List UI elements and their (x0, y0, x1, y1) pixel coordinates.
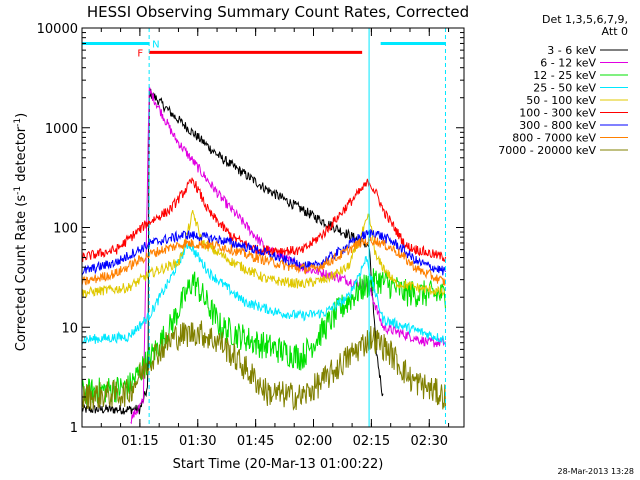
legend-header: Det 1,3,5,6,7,9,Att 0 (542, 13, 628, 38)
legend-label-1: 6 - 12 keV (540, 57, 596, 70)
y-tick-label-1: 10 (61, 321, 78, 336)
legend-label-0: 3 - 6 keV (547, 44, 596, 57)
series-line-5 (82, 177, 446, 263)
y-tick-label-4: 10000 (37, 22, 78, 37)
series-line-7 (82, 236, 446, 286)
date-stamp: 28-Mar-2013 13:28 (558, 467, 635, 476)
series-line-1 (130, 85, 446, 425)
x-tick-label-4: 02:15 (353, 434, 390, 449)
y-axis-label-main: Corrected Count Rate (s (14, 195, 29, 352)
y-tick-label-0: 1 (70, 421, 78, 436)
legend-label-8: 7000 - 20000 keV (498, 144, 596, 157)
series-line-4 (82, 209, 446, 299)
legend-label-4: 50 - 100 keV (526, 94, 596, 107)
night-flag: N (152, 39, 159, 50)
chart-title: HESSI Observing Summary Count Rates, Cor… (87, 3, 469, 21)
series-line-2 (82, 268, 446, 406)
x-tick-label-2: 01:45 (237, 434, 274, 449)
legend-label-2: 12 - 25 keV (533, 69, 596, 82)
series-line-6 (82, 228, 446, 276)
x-tick-label-3: 02:00 (295, 434, 332, 449)
legend-label-5: 100 - 300 keV (519, 107, 596, 120)
legend-label-7: 800 - 7000 keV (512, 132, 596, 145)
y-axis-label-sup2: -1 (13, 118, 23, 127)
series-line-8 (82, 320, 446, 411)
flare-flag: F (137, 48, 143, 59)
y-axis-label-mid: detector (14, 126, 29, 186)
series-line-3 (82, 242, 446, 345)
x-tick-label-0: 01:15 (121, 434, 158, 449)
x-tick-label-1: 01:30 (179, 434, 216, 449)
y-axis-label: Corrected Count Rate (s-1 detector-1) (13, 113, 29, 351)
y-axis-label-sup1: -1 (13, 186, 23, 195)
x-tick-label-5: 02:30 (411, 434, 448, 449)
y-tick-label-2: 100 (53, 222, 78, 237)
legend-header-line-0: Det 1,3,5,6,7,9, (542, 13, 628, 26)
legend-header-line-1: Att 0 (602, 25, 628, 38)
legend-label-3: 25 - 50 keV (533, 82, 596, 95)
legend-label-6: 300 - 800 keV (519, 119, 596, 132)
y-axis-label-end: ) (14, 113, 29, 118)
x-axis-label: Start Time (20-Mar-13 01:00:22) (173, 457, 384, 472)
y-tick-label-3: 1000 (45, 122, 78, 137)
